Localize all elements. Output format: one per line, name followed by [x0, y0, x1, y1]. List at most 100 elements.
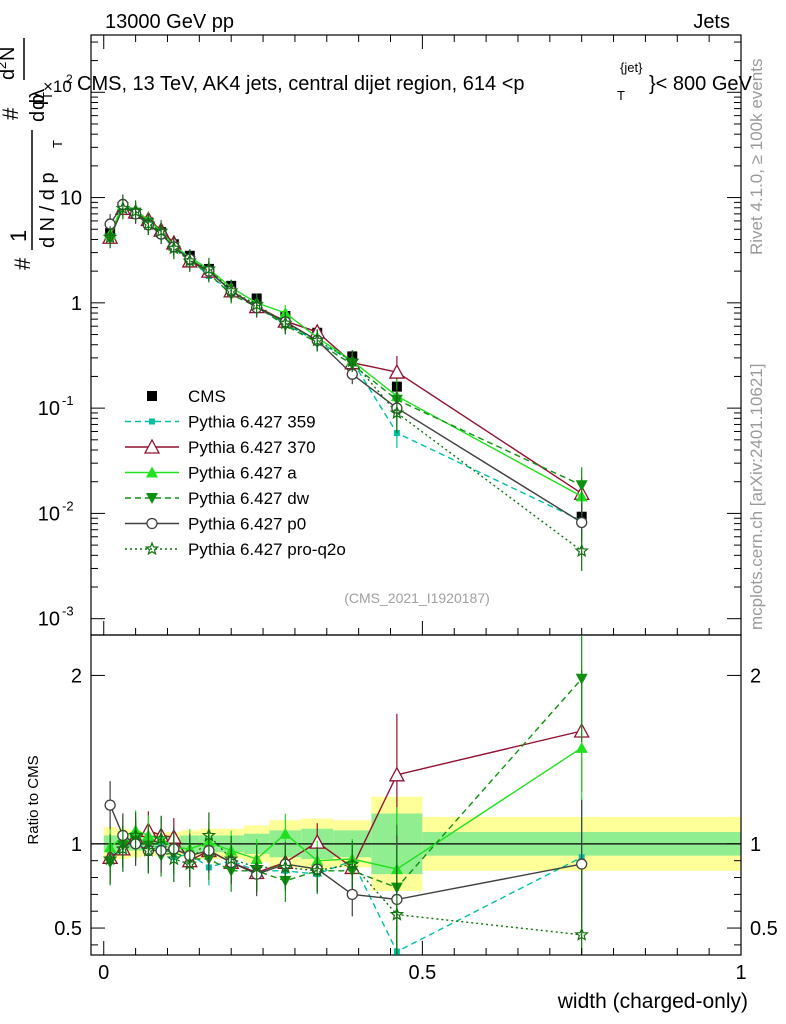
- data-point: [141, 216, 156, 231]
- data-point: [576, 858, 588, 870]
- legend-marker: [143, 438, 161, 454]
- plot-title-sub: T: [617, 88, 625, 103]
- data-point: [153, 831, 169, 845]
- y-tick-label: 10 -2: [38, 498, 74, 525]
- rivet-version-label: Rivet 4.1.0, ≥ 100k events: [747, 59, 766, 255]
- ratio-panel-series: [102, 635, 590, 955]
- data-point: [309, 863, 325, 877]
- data-point: [141, 842, 156, 857]
- data-point: [201, 827, 217, 842]
- y-tick-label: 10 -3: [38, 604, 74, 631]
- y-tick-label-exp: -1: [62, 393, 74, 408]
- data-point: [102, 851, 118, 866]
- uncertainty-bands: [91, 796, 741, 891]
- data-point: [249, 859, 264, 874]
- x-axis-label: width (charged-only): [557, 990, 748, 1013]
- legend-label: CMS: [188, 387, 226, 406]
- legend-label: Pythia 6.427 dw: [188, 489, 310, 508]
- y-axis-multiplier: ×10 2: [43, 72, 73, 96]
- legend-item-p359: Pythia 6.427 359: [125, 413, 316, 432]
- data-point: [279, 827, 292, 839]
- y-tick-label: 0.5: [54, 918, 82, 940]
- data-point: [388, 363, 405, 379]
- data-point: [223, 283, 239, 298]
- svg-text:N: N: [0, 47, 19, 61]
- series-pa: [104, 685, 588, 932]
- y-tick-label: 10: [60, 188, 82, 210]
- x-tick-label: 1: [735, 962, 746, 984]
- data-point: [115, 841, 131, 856]
- data-point: [223, 851, 239, 866]
- data-point: [166, 240, 182, 255]
- y-tick-label: 1: [71, 293, 82, 315]
- plot-title-sup: {jet}: [620, 60, 643, 75]
- legend-label: Pythia 6.427 370: [188, 438, 316, 457]
- svg-text:d p: d p: [27, 94, 49, 122]
- svg-text:1: 1: [6, 230, 31, 242]
- legend-label: Pythia 6.427 359: [188, 413, 316, 432]
- svg-text:dλ: dλ: [27, 89, 49, 110]
- plot-title-end: }< 800 GeV: [649, 73, 753, 95]
- y-tick-label: 1: [71, 834, 82, 856]
- header-process: Jets: [693, 11, 730, 33]
- svg-text:×10: ×10: [43, 77, 72, 96]
- data-point: [575, 673, 588, 685]
- svg-text:#: #: [10, 257, 35, 270]
- series-line-pp0: [109, 203, 583, 524]
- svg-text:d N / d p: d N / d p: [37, 172, 59, 248]
- x-tick-label: 0: [98, 962, 109, 984]
- series-line-pq2o: [109, 207, 583, 552]
- y-axis-label-ratio: Ratio to CMS: [25, 755, 42, 844]
- data-point: [346, 888, 358, 901]
- y-tick-label: 10 -1: [38, 393, 74, 420]
- data-point: [575, 480, 588, 492]
- data-point: [128, 827, 143, 842]
- legend-item-pp0: Pythia 6.427 p0: [125, 515, 306, 534]
- legend-item-pdw: Pythia 6.427 dw: [125, 489, 310, 508]
- data-point: [389, 405, 405, 420]
- data-point: [249, 297, 264, 311]
- series-pdw: [104, 635, 588, 951]
- y-axis-label-main: # 1 d N / d p T # d p T d 2 N dλ: [0, 38, 65, 270]
- data-point: [388, 766, 405, 782]
- data-point: [574, 543, 589, 558]
- data-point: [278, 315, 293, 330]
- svg-text:T: T: [50, 140, 65, 148]
- y-tick-label-exp: -3: [62, 604, 74, 619]
- data-point: [182, 856, 198, 871]
- plot-title-text: CMS, 13 TeV, AK4 jets, central dijet reg…: [77, 73, 525, 95]
- plot-title: CMS, 13 TeV, AK4 jets, central dijet reg…: [77, 60, 753, 103]
- legend: CMS Pythia 6.427 359 Pythia 6.427 370 Pythi…: [125, 387, 346, 559]
- y-tick-label-text: 10: [60, 188, 82, 210]
- data-point: [166, 851, 182, 866]
- y-tick-label-exp: -2: [62, 498, 74, 513]
- legend-label: Pythia 6.427 a: [188, 464, 297, 483]
- data-point: [278, 859, 293, 874]
- legend-marker: [146, 466, 158, 478]
- data-point: [153, 223, 169, 238]
- x-tick-label: 0.5: [408, 962, 436, 984]
- legend-label: Pythia 6.427 p0: [188, 515, 306, 534]
- series-pq2o: [102, 197, 589, 571]
- data-point: [575, 741, 588, 753]
- data-point: [115, 200, 131, 215]
- series-pq2o: [102, 812, 589, 955]
- legend-item-p370: Pythia 6.427 370: [125, 438, 316, 457]
- svg-text:2: 2: [0, 62, 9, 69]
- y-tick-label-base: 10: [38, 398, 60, 420]
- y-tick-label-base: 10: [38, 503, 60, 525]
- legend-item-pa: Pythia 6.427 a: [125, 464, 297, 483]
- mcplots-label: mcplots.cern.ch [arXiv:2401.10621]: [747, 364, 766, 630]
- legend-marker: [149, 418, 155, 425]
- series-line-pq2o: [109, 834, 582, 936]
- y-tick-label-right: 0.5: [750, 918, 778, 940]
- svg-text:2: 2: [66, 72, 73, 86]
- y-tick-label-text: 1: [71, 293, 82, 315]
- header-energy: 13000 GeV pp: [105, 11, 234, 33]
- legend-label: Pythia 6.427 pro-q2o: [188, 540, 346, 559]
- data-point: [182, 253, 198, 268]
- data-point: [128, 203, 143, 218]
- data-point: [309, 332, 325, 347]
- data-point: [201, 261, 217, 276]
